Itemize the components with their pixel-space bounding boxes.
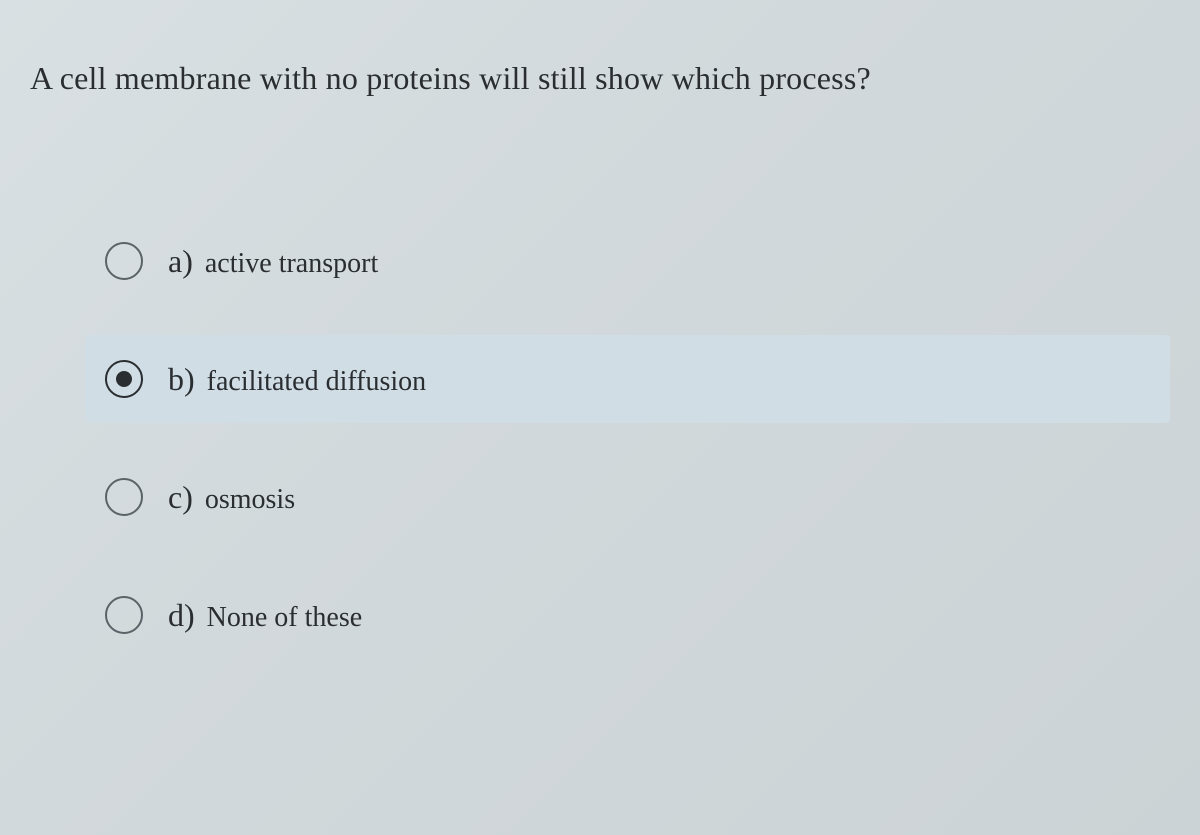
- options-list: a) active transport b) facilitated diffu…: [30, 217, 1170, 659]
- radio-c[interactable]: [105, 478, 143, 516]
- quiz-container: A cell membrane with no proteins will st…: [0, 0, 1200, 835]
- question-text: A cell membrane with no proteins will st…: [30, 60, 1170, 97]
- option-a[interactable]: a) active transport: [85, 217, 1170, 305]
- radio-d[interactable]: [105, 596, 143, 634]
- radio-dot: [116, 371, 132, 387]
- option-text: active transport: [205, 248, 378, 280]
- option-text: osmosis: [205, 484, 295, 516]
- option-label: b) facilitated diffusion: [168, 361, 426, 398]
- option-letter: a): [168, 243, 193, 280]
- option-label: c) osmosis: [168, 479, 295, 516]
- option-letter: b): [168, 361, 195, 398]
- radio-a[interactable]: [105, 242, 143, 280]
- option-b[interactable]: b) facilitated diffusion: [85, 335, 1170, 423]
- option-c[interactable]: c) osmosis: [85, 453, 1170, 541]
- option-d[interactable]: d) None of these: [85, 571, 1170, 659]
- option-label: d) None of these: [168, 597, 362, 634]
- option-label: a) active transport: [168, 243, 378, 280]
- radio-b[interactable]: [105, 360, 143, 398]
- option-letter: c): [168, 479, 193, 516]
- option-text: facilitated diffusion: [207, 366, 427, 398]
- option-letter: d): [168, 597, 195, 634]
- option-text: None of these: [207, 602, 363, 634]
